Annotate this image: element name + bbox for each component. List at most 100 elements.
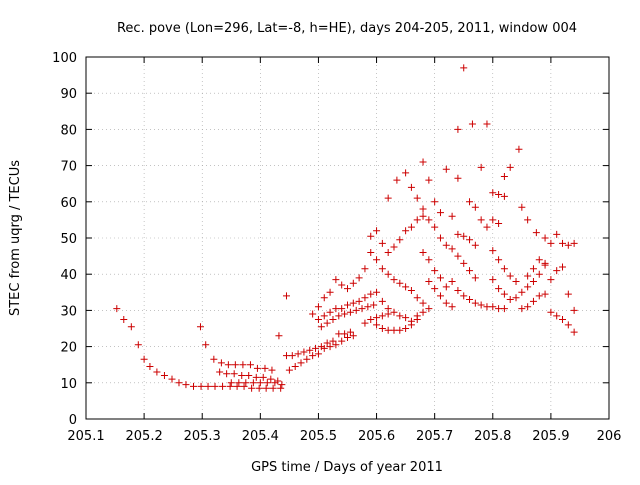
data-point (425, 277, 433, 285)
data-point (329, 337, 337, 345)
data-point (535, 256, 543, 264)
data-point (373, 288, 381, 296)
data-point (477, 163, 485, 171)
data-point (402, 325, 410, 332)
data-point (419, 308, 427, 316)
data-point (402, 314, 410, 322)
data-point (419, 248, 427, 256)
data-point (367, 315, 375, 323)
data-point (378, 325, 386, 332)
data-point (235, 379, 243, 387)
data-point (338, 281, 346, 289)
data-point (524, 272, 532, 280)
data-point (317, 323, 325, 331)
data-point (436, 274, 444, 282)
grid-lines (86, 57, 609, 419)
data-point (120, 315, 128, 323)
data-point (309, 310, 317, 318)
data-point (297, 359, 305, 367)
data-point (500, 290, 508, 298)
data-point (367, 290, 375, 298)
data-point (477, 216, 485, 224)
data-point (419, 158, 427, 166)
data-point (182, 381, 190, 389)
x-axis-label: GPS time / Days of year 2011 (251, 460, 443, 475)
data-point (468, 120, 476, 128)
data-point (349, 332, 357, 340)
data-point (314, 303, 322, 311)
data-point (277, 384, 285, 392)
data-point (529, 277, 537, 285)
data-point (564, 241, 572, 249)
data-points (113, 64, 578, 392)
data-point (419, 212, 427, 220)
data-point (460, 259, 468, 267)
data-point (477, 301, 485, 309)
data-point (255, 384, 263, 392)
data-point (483, 223, 491, 231)
data-point (262, 384, 270, 392)
data-point (396, 326, 404, 334)
y-tick-label: 10 (60, 377, 77, 392)
data-point (303, 355, 311, 363)
data-point (355, 274, 363, 282)
data-point (431, 267, 439, 275)
data-point (175, 379, 183, 387)
data-point (329, 315, 337, 323)
data-point (282, 292, 290, 300)
data-point (512, 277, 520, 285)
data-point (489, 303, 497, 311)
data-point (454, 230, 462, 238)
data-point (346, 328, 354, 336)
data-point (226, 382, 234, 390)
data-point (326, 288, 334, 296)
data-point (431, 198, 439, 206)
data-point (466, 236, 474, 244)
data-point (240, 382, 248, 390)
data-point (224, 361, 232, 369)
data-point (524, 283, 532, 291)
data-point (341, 310, 349, 318)
x-tick-labels: 205.1 205.2 205.3 205.4 205.5 205.6 205.7 205.8… (67, 429, 621, 444)
data-point (402, 283, 410, 291)
data-point (390, 276, 398, 284)
x-tick-label: 206 (597, 429, 622, 444)
data-point (524, 303, 532, 311)
data-point (471, 203, 479, 211)
data-point (553, 230, 561, 238)
x-tick-label: 205.6 (358, 429, 395, 444)
data-point (413, 216, 421, 224)
data-point (373, 256, 381, 264)
data-point (564, 321, 572, 329)
data-point (267, 375, 275, 383)
y-tick-label: 30 (60, 304, 77, 319)
data-point (349, 299, 357, 307)
data-point (532, 229, 540, 237)
data-point (425, 305, 433, 313)
data-point (535, 292, 543, 300)
data-point (466, 198, 474, 206)
data-point (425, 216, 433, 224)
data-point (448, 212, 456, 220)
data-point (306, 346, 314, 354)
x-tick-label: 205.8 (474, 429, 511, 444)
data-point (384, 194, 392, 202)
data-point (326, 343, 334, 351)
y-tick-label: 50 (60, 232, 77, 247)
data-point (419, 205, 427, 213)
data-point (233, 382, 241, 390)
data-point (140, 355, 148, 363)
data-point (230, 370, 238, 378)
data-point (413, 294, 421, 302)
data-point (471, 241, 479, 249)
y-tick-label: 0 (69, 413, 77, 428)
data-point (326, 308, 334, 316)
data-point (373, 314, 381, 322)
data-point (529, 265, 537, 273)
data-point (261, 364, 269, 372)
data-point (541, 234, 549, 242)
data-point (268, 366, 276, 374)
data-point (245, 372, 253, 380)
data-point (219, 382, 227, 390)
